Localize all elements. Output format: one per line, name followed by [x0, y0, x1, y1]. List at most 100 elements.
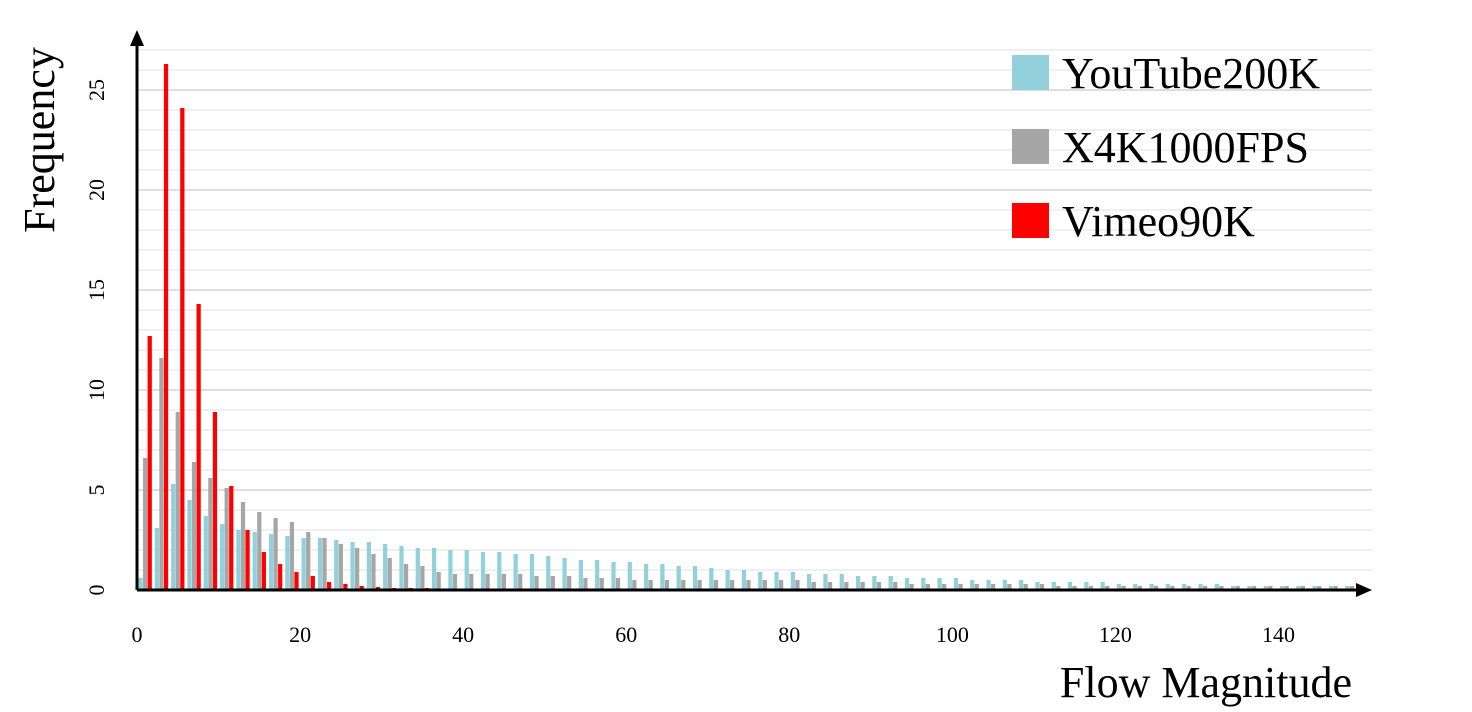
bar — [187, 500, 192, 590]
bar — [1312, 586, 1317, 590]
bar — [529, 554, 535, 590]
bar — [415, 548, 420, 590]
bar — [1100, 582, 1105, 590]
bar — [937, 578, 942, 590]
bar — [180, 108, 185, 590]
x-tick-label: 120 — [1099, 622, 1132, 647]
bar — [583, 578, 588, 590]
legend-label: X4K1000FPS — [1062, 123, 1309, 172]
bar — [1149, 584, 1154, 590]
bar — [1202, 586, 1208, 590]
bar — [143, 458, 148, 590]
bar — [1231, 586, 1236, 590]
bar — [1007, 584, 1012, 590]
bar — [611, 562, 616, 590]
bar — [681, 580, 686, 590]
bar — [452, 574, 458, 590]
x-tick-label: 60 — [615, 622, 637, 647]
bar — [807, 574, 812, 590]
y-tick-label: 5 — [84, 485, 109, 496]
bar — [448, 550, 453, 590]
y-tick-label: 0 — [84, 585, 109, 596]
bar — [615, 578, 621, 590]
bar — [159, 358, 164, 590]
bar — [464, 550, 469, 590]
bar — [1121, 586, 1126, 590]
bar — [1165, 584, 1171, 590]
bar — [1279, 586, 1285, 590]
bar — [343, 584, 348, 590]
x-tick-labels: 0 20 40 60 80 100 120 140 — [132, 622, 1295, 647]
bar — [872, 576, 877, 590]
bar — [1284, 586, 1289, 590]
bar — [578, 560, 583, 590]
x-tick-label: 140 — [1262, 622, 1295, 647]
bar — [306, 532, 311, 590]
bar — [208, 478, 213, 590]
bar — [660, 564, 665, 590]
bar — [513, 554, 518, 590]
bar — [138, 578, 143, 590]
x-tick-label: 100 — [936, 622, 969, 647]
bar — [1219, 586, 1224, 590]
bar — [925, 584, 930, 590]
bar — [326, 582, 332, 590]
bar — [220, 524, 225, 590]
y-tick-label: 15 — [84, 279, 109, 301]
bar — [1345, 586, 1350, 590]
bar — [860, 582, 865, 590]
bar — [501, 574, 507, 590]
bar — [403, 564, 409, 590]
bar — [888, 576, 893, 590]
bar — [236, 530, 241, 590]
bar — [1039, 584, 1045, 590]
bar — [648, 580, 653, 590]
y-axis-label: Frequency — [15, 47, 64, 233]
bar — [778, 580, 784, 590]
bar — [827, 582, 833, 590]
series-X4K1000FPS — [143, 358, 1354, 590]
bar — [709, 568, 714, 590]
bar — [431, 548, 437, 590]
bar — [261, 552, 266, 590]
bar — [953, 578, 959, 590]
bar — [844, 582, 849, 590]
series-YouTube200K — [138, 484, 1350, 590]
bar — [212, 412, 218, 590]
bar — [334, 540, 339, 590]
bar — [1154, 586, 1159, 590]
bar — [355, 548, 360, 590]
bar — [692, 566, 698, 590]
bar — [697, 580, 702, 590]
y-tick-label: 25 — [84, 79, 109, 101]
x-tick-label: 80 — [778, 622, 800, 647]
legend-swatch — [1012, 55, 1049, 90]
bar — [970, 580, 975, 590]
bar — [762, 580, 767, 590]
bar — [1170, 586, 1175, 590]
bar — [986, 580, 991, 590]
bar — [811, 582, 816, 590]
bar — [774, 572, 779, 590]
bar — [562, 558, 567, 590]
legend-item: X4K1000FPS — [1012, 123, 1309, 172]
x-tick-label: 0 — [132, 622, 143, 647]
bar — [1088, 586, 1094, 590]
bar — [196, 304, 201, 590]
bar — [1198, 584, 1203, 590]
bar — [1105, 586, 1110, 590]
bar — [725, 570, 730, 590]
bar — [191, 462, 197, 590]
bar — [909, 584, 914, 590]
bar — [273, 518, 278, 590]
bar — [322, 538, 327, 590]
legend-swatch — [1012, 129, 1049, 164]
bar — [855, 576, 861, 590]
bar — [632, 580, 637, 590]
bar — [1317, 586, 1322, 590]
bar — [480, 552, 486, 590]
bar — [359, 586, 364, 590]
bar — [595, 560, 600, 590]
bar — [147, 336, 152, 590]
